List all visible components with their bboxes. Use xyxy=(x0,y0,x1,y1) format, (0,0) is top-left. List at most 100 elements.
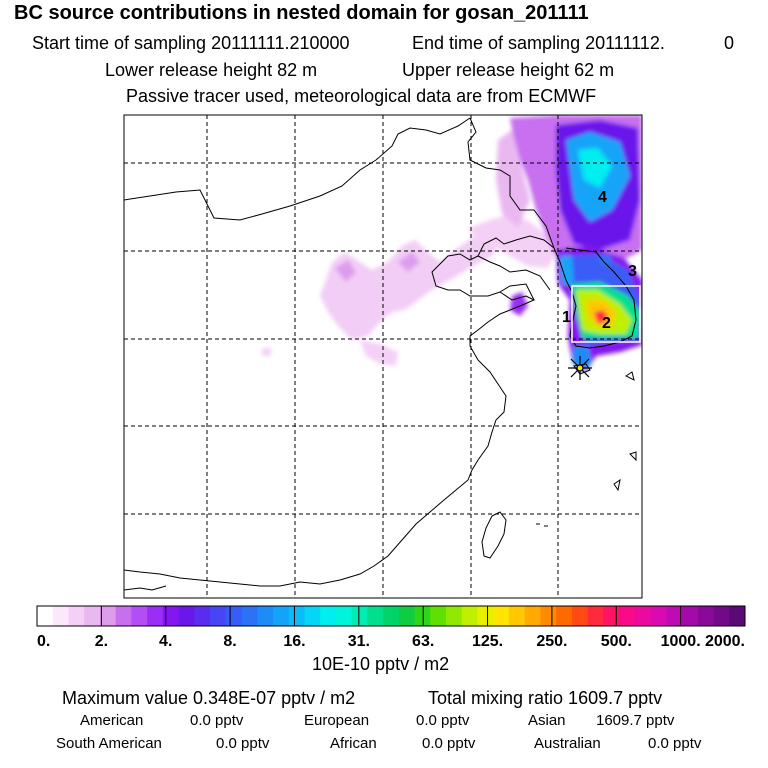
colorbar-cell xyxy=(351,606,368,626)
colorbar-cell xyxy=(178,606,195,626)
colorbar-cell xyxy=(115,606,132,626)
colorbar-cell xyxy=(556,606,573,626)
asian-label: Asian xyxy=(528,712,566,729)
colorbar-cell xyxy=(477,606,494,626)
colorbar-cell xyxy=(383,606,400,626)
colorbar-cell xyxy=(288,606,305,626)
concentration-field xyxy=(262,115,642,372)
colorbar-cell xyxy=(650,606,667,626)
region-label-3: 3 xyxy=(628,263,637,280)
region-boxes xyxy=(571,285,641,343)
region-label-1: 1 xyxy=(562,309,571,326)
american-label: American xyxy=(80,712,144,729)
colorbar-cell xyxy=(571,606,589,626)
colorbar-cell xyxy=(619,606,636,626)
colorbar-tick-label: 250. xyxy=(536,633,567,650)
end-time-label: End time of sampling 20111112. xyxy=(412,33,665,53)
hotspot-shandong xyxy=(510,292,528,316)
colorbar-cell xyxy=(509,606,526,626)
plume-korea-red xyxy=(594,310,608,324)
region-label-2: 2 xyxy=(602,315,611,332)
colorbar-tick-label: 2. xyxy=(95,633,108,650)
jeju-island xyxy=(573,363,591,375)
colorbar-cell xyxy=(493,606,510,626)
colorbar-cell xyxy=(729,606,746,626)
colorbar-ticks: 0. 2. 4. 8. 16. 31. 63. 125. 250. 500. 1000. 2000. xyxy=(37,633,745,650)
colorbar-cell xyxy=(367,606,384,626)
colorbar-cell xyxy=(99,606,117,626)
region-box-1 xyxy=(571,285,641,343)
bohai-coast xyxy=(124,235,555,587)
plume-north-china-core xyxy=(335,252,420,282)
colorbar-tick-label: 125. xyxy=(472,633,503,650)
start-time-label: Start time of sampling 20111111.210000 xyxy=(32,33,350,53)
grid-lines xyxy=(124,115,642,598)
colorbar-cell xyxy=(225,606,243,626)
mongolia-border xyxy=(124,117,471,221)
lower-release-height: Lower release height 82 m xyxy=(105,60,318,80)
colorbar-tick-label: 4. xyxy=(159,633,172,650)
upper-release-height: Upper release height 62 m xyxy=(402,60,615,80)
colorbar-cell xyxy=(713,606,730,626)
colorbar-cell xyxy=(398,606,416,626)
european-value: 0.0 pptv xyxy=(416,712,470,729)
end-time-suffix: 0 xyxy=(724,33,735,53)
colorbar-cell xyxy=(461,606,479,626)
plume-north-china xyxy=(320,230,500,340)
colorbar-cell xyxy=(147,606,164,626)
colorbar-cell xyxy=(320,606,337,626)
plume-pyongyang xyxy=(598,254,612,266)
colorbar-cell xyxy=(257,606,274,626)
colorbar-tick-label: 2000. xyxy=(705,633,745,650)
colorbar-cell xyxy=(666,606,683,626)
colorbar-cell xyxy=(194,606,211,626)
colorbar-cell xyxy=(304,606,321,626)
colorbar-cell xyxy=(587,606,604,626)
colorbar-tick-label: 63. xyxy=(412,633,434,650)
chart-title: BC source contributions in nested domain… xyxy=(14,2,589,24)
total-mixing-ratio: Total mixing ratio 1609.7 pptv xyxy=(428,688,663,708)
japan-islands xyxy=(536,371,637,527)
colorbar-cell xyxy=(446,606,463,626)
colorbar xyxy=(36,605,746,627)
colorbar-cell xyxy=(37,606,54,626)
australian-label: Australian xyxy=(534,735,601,752)
south-american-value: 0.0 pptv xyxy=(216,735,270,752)
colorbar-cell xyxy=(603,606,620,626)
region-label-4: 4 xyxy=(598,189,607,206)
plume-manchuria-edge xyxy=(496,130,530,228)
colorbar-cell xyxy=(697,606,715,626)
colorbar-tick-label: 0. xyxy=(37,633,50,650)
colorbar-cell xyxy=(241,606,258,626)
colorbar-cell xyxy=(68,606,85,626)
liaodong xyxy=(477,255,551,291)
colorbar-cell xyxy=(682,606,699,626)
max-value: Maximum value 0.348E-07 pptv / m2 xyxy=(62,688,356,708)
tracer-note: Passive tracer used, meteorological data… xyxy=(126,86,597,106)
african-value: 0.0 pptv xyxy=(422,735,476,752)
colorbar-cell xyxy=(52,606,69,626)
colorbar-unit: 10E-10 pptv / m2 xyxy=(312,654,450,674)
colorbar-cell xyxy=(210,606,227,626)
south-american-label: South American xyxy=(56,735,162,752)
colorbar-cell xyxy=(430,606,447,626)
colorbar-cell xyxy=(131,606,148,626)
colorbar-tick-label: 16. xyxy=(283,633,305,650)
colorbar-cell xyxy=(162,606,180,626)
taiwan xyxy=(481,511,507,559)
colorbar-cell xyxy=(524,606,541,626)
colorbar-tick-label: 500. xyxy=(601,633,632,650)
european-label: European xyxy=(304,712,370,729)
colorbar-cell xyxy=(335,606,353,626)
australian-value: 0.0 pptv xyxy=(648,735,702,752)
plume-south xyxy=(262,340,398,366)
receptor-star-icon xyxy=(568,356,592,380)
map-frame xyxy=(123,114,643,599)
african-label: African xyxy=(330,735,377,752)
colorbar-cell xyxy=(84,606,101,626)
asian-value: 1609.7 pptv xyxy=(596,712,675,729)
shandong xyxy=(499,283,535,301)
colorbar-cell xyxy=(634,606,652,626)
colorbar-tick-label: 31. xyxy=(348,633,370,650)
